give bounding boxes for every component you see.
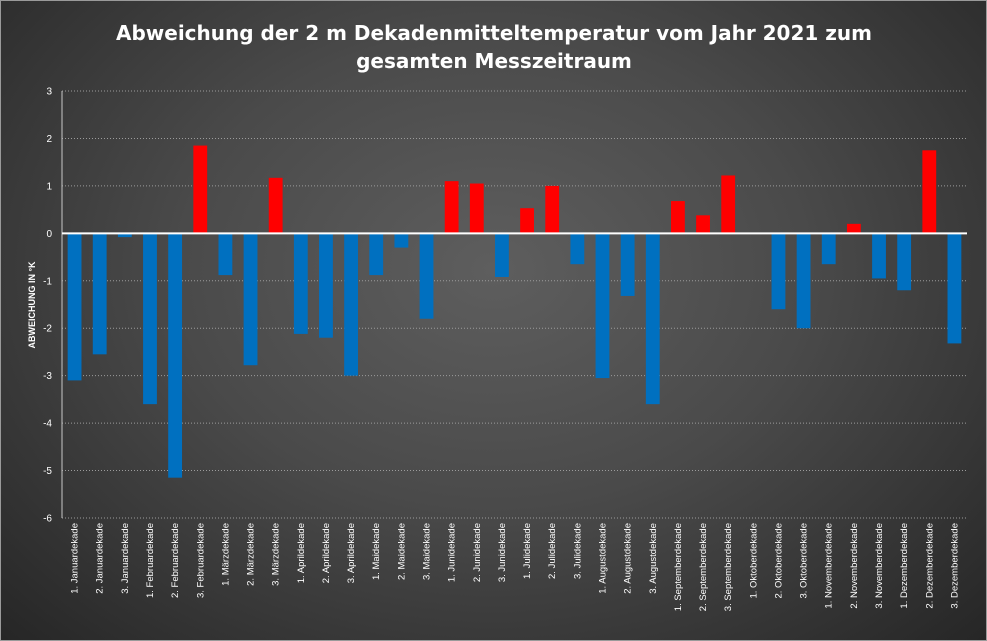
x-tick-label: 3. Aprildekade: [346, 523, 357, 583]
bar: [846, 223, 861, 234]
x-tick-label: 2. Maidekade: [396, 523, 407, 580]
bar: [872, 233, 886, 279]
y-tick-label: 1: [46, 181, 52, 192]
x-tick-label: 1. Septemberdekade: [673, 523, 684, 611]
x-tick-label: 2. Aprildekade: [321, 523, 332, 583]
x-tick-label: 2. Septemberdekade: [698, 523, 709, 611]
x-tick-label: 3. Julidekade: [572, 523, 583, 579]
y-tick-label: 2: [46, 134, 52, 145]
chart-title-line-1: Abweichung der 2 m Dekadenmitteltemperat…: [116, 21, 872, 45]
x-tick-labels: 1. Januardekade 2. Januardekade 3. Januard…: [70, 523, 961, 611]
y-tick-label: -1: [43, 276, 52, 287]
y-tick-label: 3: [46, 87, 52, 98]
bar: [545, 185, 560, 234]
x-tick-label: 2. Märzdekade: [246, 523, 257, 586]
x-tick-label: 1. Novemberdekade: [824, 523, 835, 609]
x-tick-label: 1. Julidekade: [522, 523, 533, 579]
bar: [344, 233, 359, 376]
bar: [821, 233, 836, 265]
x-tick-label: 3. Oktoberdekade: [799, 523, 810, 599]
x-tick-label: 3. Junidekade: [497, 523, 508, 582]
x-tick-label: 3. Dezemberdekade: [949, 523, 960, 609]
bar: [645, 233, 660, 405]
x-tick-label: 1. Märzdekade: [220, 523, 231, 586]
x-tick-label: 3. Februardekade: [195, 523, 206, 598]
x-tick-label: 3. Augustdekade: [648, 523, 659, 594]
x-tick-label: 2. Oktoberdekade: [773, 523, 784, 599]
bar: [243, 233, 258, 366]
y-tick-label: -3: [43, 371, 52, 382]
bar: [670, 201, 685, 234]
bar: [520, 208, 534, 234]
bar: [67, 233, 82, 381]
x-tick-label: 2. Augustdekade: [623, 523, 634, 594]
bar: [419, 233, 434, 319]
bar: [117, 233, 132, 238]
bar: [696, 215, 710, 234]
y-tick-label: -2: [43, 324, 52, 335]
y-tick-label: -4: [43, 419, 52, 430]
bars: [67, 145, 962, 478]
x-tick-label: 1. Junidekade: [447, 523, 458, 582]
x-tick-label: 3. Septemberdekade: [723, 523, 734, 611]
x-tick-label: 1. Oktoberdekade: [748, 523, 759, 599]
bar: [92, 233, 107, 355]
bar: [897, 233, 912, 291]
bar: [168, 233, 183, 478]
x-tick-label: 1. Januardekade: [70, 523, 81, 594]
y-tick-label: -5: [43, 466, 52, 477]
x-tick-label: 3. Januardekade: [120, 523, 131, 594]
bar: [721, 175, 736, 234]
chart-title-line-2: gesamten Messzeitraum: [356, 49, 632, 73]
bar: [218, 233, 233, 276]
x-tick-label: 3. Novemberdekade: [874, 523, 885, 609]
x-tick-label: 3. Märzdekade: [271, 523, 282, 586]
bar: [394, 233, 409, 248]
bar: [143, 233, 157, 405]
bar: [947, 233, 962, 344]
bar: [620, 233, 635, 296]
bar: [796, 233, 811, 329]
bar: [369, 233, 384, 276]
bar: [922, 150, 937, 234]
x-tick-label: 1. Maidekade: [371, 523, 382, 580]
x-tick-label: 1. Dezemberdekade: [899, 523, 910, 609]
gridlines: [62, 90, 967, 519]
bar: [771, 233, 786, 310]
bar: [495, 233, 509, 277]
x-tick-label: 2. Junidekade: [472, 523, 483, 582]
axes: [61, 91, 967, 518]
x-tick-label: 3. Maidekade: [422, 523, 433, 580]
x-tick-label: 1. Februardekade: [145, 523, 156, 598]
y-tick-label: 0: [46, 229, 52, 240]
bar: [570, 233, 585, 265]
x-tick-label: 2. Dezemberdekade: [924, 523, 935, 609]
x-tick-label: 2. Novemberdekade: [849, 523, 860, 609]
x-tick-label: 1. Aprildekade: [296, 523, 307, 583]
x-tick-label: 2. Julidekade: [547, 523, 558, 579]
x-tick-label: 2. Februardekade: [170, 523, 181, 598]
bar: [469, 183, 484, 234]
x-tick-label: 1. Augustdekade: [597, 523, 608, 594]
x-tick-label: 2. Januardekade: [95, 523, 106, 594]
bar: [293, 233, 308, 334]
bar: [444, 181, 459, 234]
bar: [193, 145, 208, 234]
y-tick-labels: 3 2 1 0 -1 -2 -3 -4 -5 -6: [43, 87, 52, 525]
bar: [319, 233, 333, 338]
bar: [268, 177, 283, 234]
bar: [595, 233, 610, 379]
y-axis-label: ABWEICHUNG IN °K: [27, 261, 37, 349]
y-tick-label: -6: [43, 514, 52, 525]
